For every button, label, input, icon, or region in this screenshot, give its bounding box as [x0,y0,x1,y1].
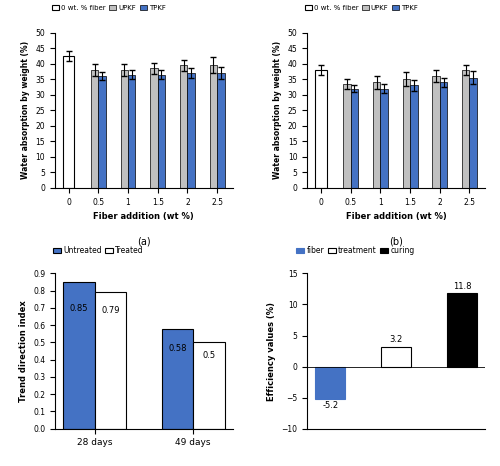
Title: (a): (a) [137,237,150,247]
Bar [217,73,224,188]
Text: -5.2: -5.2 [322,401,338,411]
Legend: 0 wt. % fiber, UPKF, TPKF: 0 wt. % fiber, UPKF, TPKF [50,2,168,14]
Bar [350,89,358,188]
Bar [158,75,165,188]
Legend: Untreated, Treated: Untreated, Treated [50,243,147,258]
X-axis label: Fiber addition (wt %): Fiber addition (wt %) [346,212,446,221]
Bar [343,84,350,188]
Bar [128,75,136,188]
Bar [470,78,477,188]
Y-axis label: Efficiency values (%): Efficiency values (%) [267,302,276,401]
Y-axis label: Trend direction index: Trend direction index [18,300,28,402]
Bar [150,69,158,188]
Bar [402,79,410,188]
Bar [440,82,447,188]
Bar [382,347,411,367]
Bar [162,329,193,429]
Text: 3.2: 3.2 [390,335,403,344]
Title: (b): (b) [389,237,403,247]
Text: 0.79: 0.79 [101,306,119,315]
Bar [180,65,188,188]
Bar [120,70,128,188]
Bar [432,76,440,188]
Bar [410,85,418,188]
Bar [316,367,345,399]
Text: 0.5: 0.5 [202,351,215,360]
Bar [380,89,388,188]
Bar [193,343,224,429]
Bar [63,282,94,429]
Text: 0.58: 0.58 [168,343,186,353]
Y-axis label: Water absorption by weight (%): Water absorption by weight (%) [274,41,282,179]
Text: 11.8: 11.8 [453,282,471,291]
Text: 0.85: 0.85 [70,304,88,313]
Legend: 0 wt. % fiber, UPKF, TPKF: 0 wt. % fiber, UPKF, TPKF [302,2,420,14]
Bar [462,70,469,188]
Bar [373,82,380,188]
Bar [448,293,477,367]
Bar [316,70,326,188]
Bar [210,65,217,188]
Bar [98,76,106,188]
Y-axis label: Water absorption by weight (%): Water absorption by weight (%) [21,41,30,179]
X-axis label: Fiber addition (wt %): Fiber addition (wt %) [94,212,194,221]
Legend: fiber, treatment, curing: fiber, treatment, curing [294,243,418,258]
Bar [63,56,74,188]
Bar [94,292,126,429]
Bar [188,73,195,188]
Bar [91,70,98,188]
